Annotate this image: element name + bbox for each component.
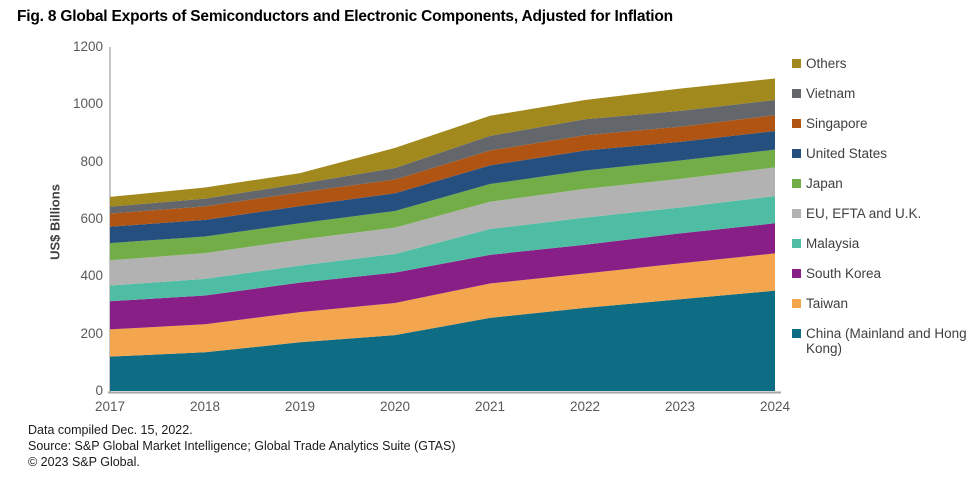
legend-label: Malaysia [806,236,860,251]
legend-swatch-icon [792,239,801,248]
y-tick-600: 600 [80,211,103,226]
legend-item-taiwan: Taiwan [792,296,974,311]
legend-item-united-states: United States [792,146,974,161]
legend-label: Others [806,56,847,71]
chart-title: Fig. 8 Global Exports of Semiconductors … [17,8,673,25]
legend-label: United States [806,146,888,161]
legend-swatch-icon [792,269,801,278]
y-tick-400: 400 [80,268,103,284]
legend-item-china-mainland-and-hong-kong: China (Mainland and Hong Kong) [792,326,974,356]
chart-legend: Others Vietnam Singapore United States Japan… [792,56,974,371]
x-tick-2020: 2020 [379,399,411,414]
y-tick-1200: 1200 [72,39,103,54]
legend-swatch-icon [792,119,801,128]
y-tick-1000: 1000 [72,96,103,112]
x-tick-2024: 2024 [759,399,791,414]
footer-data-compiled: Data compiled Dec. 15, 2022. [28,423,193,437]
legend-label: China (Mainland and Hong Kong) [806,326,967,356]
x-tick-2023: 2023 [664,399,696,414]
area-japan [110,149,775,261]
legend-item-vietnam: Vietnam [792,86,974,101]
area-south-korea [110,223,775,330]
legend-label: Singapore [806,116,868,131]
x-tick-2019: 2019 [284,399,316,414]
legend-swatch-icon [792,89,801,98]
legend-item-japan: Japan [792,176,974,191]
x-tick-2021: 2021 [474,399,506,414]
chart-footer: Data compiled Dec. 15, 2022. Source: S&P… [28,422,456,470]
y-tick-800: 800 [80,153,103,169]
legend-swatch-icon [792,299,801,308]
legend-swatch-icon [792,209,801,218]
legend-item-singapore: Singapore [792,116,974,131]
area-china-mainland-and-hong-kong [110,290,775,391]
legend-label: Taiwan [806,296,849,311]
legend-label: South Korea [806,266,882,281]
area-singapore [110,115,775,227]
y-tick-0: 0 [95,383,103,398]
area-eu-efta-uk [110,167,775,286]
legend-swatch-icon [792,149,801,158]
area-taiwan [110,253,775,357]
footer-source: Source: S&P Global Market Intelligence; … [28,439,456,453]
x-tick-2017: 2017 [94,399,126,414]
legend-label: Japan [806,176,843,191]
x-tick-2022: 2022 [569,399,601,414]
legend-item-south-korea: South Korea [792,266,974,281]
footer-copyright: © 2023 S&P Global. [28,455,140,469]
area-vietnam [110,100,775,214]
area-malaysia [110,196,775,302]
x-tick-2018: 2018 [189,399,221,414]
legend-swatch-icon [792,59,801,68]
legend-item-malaysia: Malaysia [792,236,974,251]
legend-swatch-icon [792,329,801,338]
legend-swatch-icon [792,179,801,188]
legend-item-others: Others [792,56,974,71]
y-tick-200: 200 [80,325,103,341]
area-united-states [110,130,775,244]
legend-label: EU, EFTA and U.K. [806,206,922,221]
legend-label: Vietnam [806,86,856,101]
legend-item-eu-efta-uk: EU, EFTA and U.K. [792,206,974,221]
area-others [110,78,775,207]
